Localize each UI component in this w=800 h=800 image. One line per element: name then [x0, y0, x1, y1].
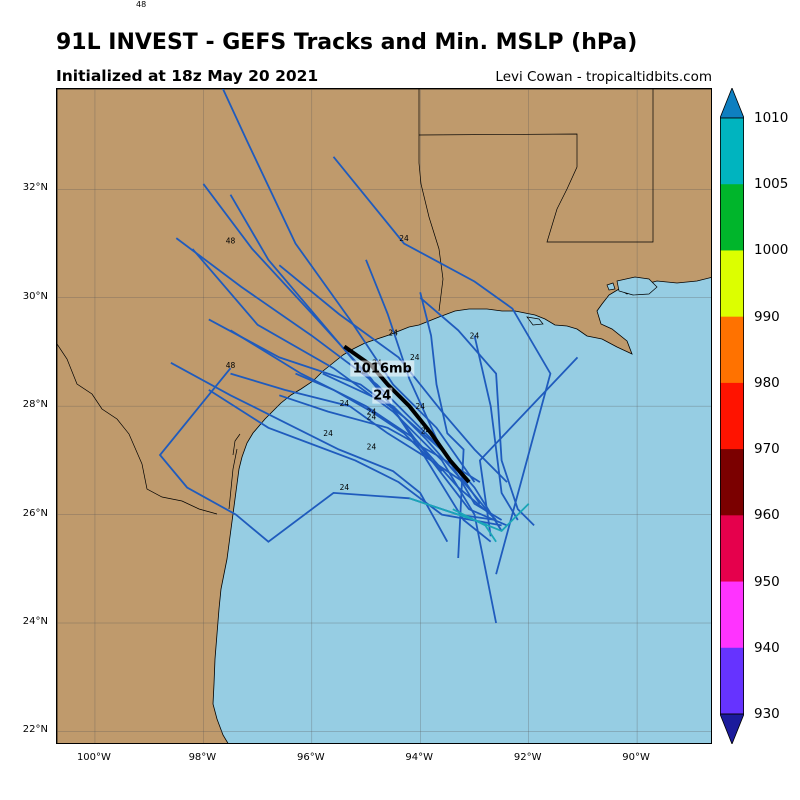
ensemble-member-track: [230, 372, 465, 483]
ensemble-member-track: [230, 329, 492, 516]
colorbar-segment: [720, 647, 744, 715]
lat-tick-label: 30°N: [22, 290, 48, 302]
map-canvas: 48244824242424242424242424242424 1016mb …: [57, 89, 711, 743]
colorbar-tick-label: 950: [754, 573, 780, 590]
colorbar-segment: [720, 316, 744, 384]
forecast-hour-label: 24: [421, 426, 431, 435]
ensemble-member-track: [191, 248, 497, 624]
ensemble-member-track: [473, 335, 519, 521]
forecast-hour-label: 24: [399, 234, 409, 243]
colorbar-segment: [720, 581, 744, 649]
louisiana-coast-detail: [526, 276, 658, 326]
lat-tick-label: 32°N: [22, 182, 48, 194]
ensemble-member-track: [170, 362, 449, 543]
lat-tick-label: 22°N: [22, 724, 48, 736]
lon-tick-label: 94°W: [405, 752, 434, 763]
ensemble-member-track: [332, 156, 552, 575]
author-credit: Levi Cowan - tropicaltidbits.com: [495, 69, 712, 85]
forecast-hour-label: 24: [367, 443, 377, 452]
lon-tick-label: 92°W: [513, 752, 542, 763]
lat-tick-label: 26°N: [22, 507, 48, 519]
colorbar-segment: [720, 184, 744, 251]
lon-tick-label: 98°W: [188, 752, 217, 763]
ensemble-member-track: [221, 89, 476, 483]
mexico-border: [57, 343, 218, 515]
forecast-hour-label: 24: [367, 407, 377, 416]
colorbar-tick-label: 940: [754, 639, 780, 656]
ensemble-member-track: [295, 372, 443, 472]
forecast-hour-label: 24: [367, 413, 377, 422]
colorbar-tick-label: 990: [754, 308, 780, 325]
mean-track-labels: 1016mb 24: [350, 360, 415, 404]
forecast-hour-label: 24: [323, 429, 333, 438]
forecast-hour-24-label: 24: [373, 389, 391, 404]
forecast-hour-label: 24: [470, 331, 480, 340]
ensemble-member-track-weak: [452, 508, 497, 543]
colorbar-tick-label: 1000: [754, 242, 789, 259]
forecast-hour-label: 48: [226, 237, 236, 246]
ensemble-member-track: [419, 292, 465, 559]
forecast-hour-label: 24: [415, 402, 425, 411]
forecast-hour-label: 24: [340, 483, 350, 492]
ensemble-member-track: [278, 264, 508, 483]
colorbar-segment: [720, 250, 744, 318]
colorbar-segment: [720, 382, 744, 450]
colorbar-extend-bottom: [720, 713, 744, 744]
ensemble-member-track: [365, 259, 503, 521]
colorbar-tick-label: 930: [754, 706, 780, 722]
forecast-hour-labels: 48244824242424242424242424242424: [226, 234, 480, 492]
forecast-hour-label: 48: [226, 361, 236, 370]
lon-tick-label: 100°W: [76, 752, 111, 763]
init-time-subtitle: Initialized at 18z May 20 2021: [56, 67, 319, 85]
colorbar-tick-label: 1010: [754, 110, 789, 126]
colorbar-extend-top: [720, 88, 744, 119]
hour-label-background: [372, 387, 393, 404]
ensemble-member-track: [202, 183, 508, 527]
colorbar-tick-label: 960: [754, 507, 780, 524]
ensemble-member-track: [175, 237, 503, 532]
colorbar-tick-label: 980: [754, 374, 780, 391]
forecast-hour-label: 24: [340, 399, 350, 408]
state-border-tx-la: [418, 89, 654, 312]
forecast-hour-label: 24: [388, 329, 398, 338]
chart-title: 91L INVEST - GEFS Tracks and Min. MSLP (…: [56, 30, 638, 55]
colorbar-segment: [720, 515, 744, 583]
forecast-hour-label: 24: [410, 353, 420, 362]
mslp-value-label: 1016mb: [353, 362, 412, 377]
colorbar-segment: [720, 449, 744, 516]
colorbar-tick-label: 1005: [754, 176, 789, 193]
colorbar-tick-label: 970: [754, 441, 780, 458]
mexico-lagoon: [228, 433, 241, 510]
lon-tick-label: 96°W: [296, 752, 325, 763]
lat-tick-label: 28°N: [22, 399, 48, 411]
ensemble-member-track: [208, 389, 502, 527]
colorbar-outline: [720, 117, 744, 715]
track-map: 48244824242424242424242424242424 1016mb …: [56, 88, 712, 744]
lon-tick-label: 90°W: [622, 752, 650, 763]
colorbar-segment: [720, 118, 744, 185]
mslp-label-background: [350, 360, 415, 377]
lat-tick-label: 24°N: [22, 616, 48, 628]
mslp-colorbar: [720, 88, 744, 744]
stray-hour-label: 48: [136, 0, 147, 9]
